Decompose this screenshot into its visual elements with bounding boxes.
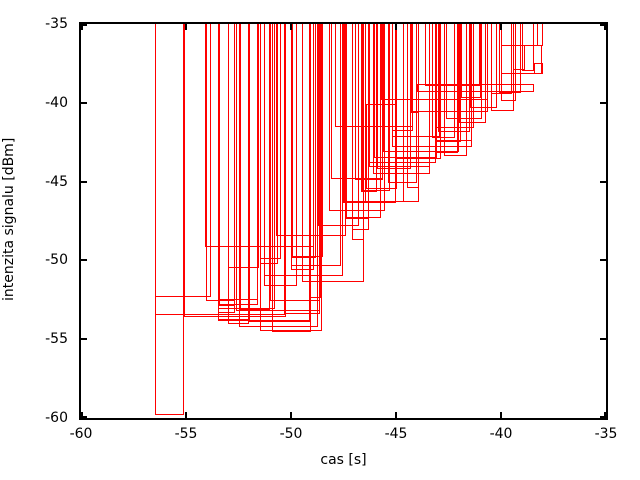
x-tick-label: -45 — [384, 426, 408, 442]
signal-box — [409, 24, 420, 114]
signal-box — [435, 24, 474, 129]
signal-box — [431, 24, 455, 139]
x-tick — [500, 412, 502, 418]
signal-box — [328, 24, 386, 211]
signal-box — [362, 24, 390, 191]
y-tick — [81, 338, 87, 341]
signal-box — [292, 24, 317, 259]
signal-box — [239, 24, 270, 311]
x-tick-mirror — [185, 24, 187, 30]
signal-box — [459, 24, 487, 124]
signal-box — [461, 24, 481, 98]
signal-box — [344, 24, 369, 220]
signal-box — [238, 24, 319, 327]
x-tick-mirror — [395, 24, 397, 30]
signal-box — [469, 24, 497, 108]
y-tick-label: -40 — [45, 94, 68, 111]
signal-box — [355, 24, 384, 181]
signal-box — [387, 24, 417, 184]
signal-box — [270, 24, 321, 302]
x-tick-label: -60 — [69, 426, 93, 442]
y-tick-mirror — [600, 416, 606, 418]
signal-box — [335, 24, 413, 128]
signal-box — [434, 24, 462, 142]
signal-box — [438, 24, 470, 133]
signal-box — [444, 24, 468, 156]
plot-area — [79, 22, 608, 420]
x-tick — [290, 412, 292, 418]
x-tick — [604, 412, 606, 418]
x-tick — [81, 412, 83, 418]
x-tick-label: -55 — [174, 426, 198, 442]
y-tick — [81, 259, 87, 262]
signal-box — [512, 44, 526, 70]
y-tick-mirror — [600, 338, 606, 341]
y-tick — [81, 416, 87, 418]
signal-box — [228, 24, 259, 268]
signal-box — [381, 24, 489, 101]
x-tick-label: -50 — [279, 426, 303, 442]
signal-box — [533, 63, 543, 75]
signal-box — [425, 24, 480, 87]
x-tick-mirror — [604, 24, 606, 30]
y-tick-label: -55 — [45, 331, 68, 348]
signal-box — [446, 24, 483, 119]
y-tick — [81, 180, 87, 183]
x-tick-mirror — [81, 24, 83, 30]
x-tick — [395, 412, 397, 418]
signal-box — [154, 24, 285, 315]
signal-box — [345, 24, 382, 218]
y-tick-label: -45 — [45, 173, 68, 190]
signal-box — [522, 24, 534, 72]
signal-box — [490, 24, 512, 95]
signal-box — [361, 24, 378, 193]
signal-box — [309, 24, 322, 299]
signal-box — [498, 24, 521, 93]
signal-box — [259, 24, 279, 264]
signal-box — [318, 24, 360, 226]
x-tick-label: -35 — [594, 426, 618, 442]
x-tick-mirror — [290, 24, 292, 30]
y-tick-mirror — [600, 259, 606, 262]
y-tick-mirror — [600, 24, 606, 26]
y-tick — [81, 24, 87, 26]
y-tick-mirror — [600, 101, 606, 104]
y-tick-mirror — [600, 180, 606, 183]
signal-box — [291, 24, 315, 270]
signal-boxes-layer — [81, 24, 606, 418]
y-tick-label: -35 — [45, 16, 68, 32]
y-tick-label: -60 — [45, 410, 68, 426]
signal-box — [536, 24, 543, 46]
signal-box — [263, 24, 298, 286]
x-tick-mirror — [500, 24, 502, 30]
signal-box — [249, 24, 310, 322]
signal-box — [383, 24, 459, 152]
signal-box — [417, 83, 534, 92]
x-axis-title: cas [s] — [320, 452, 367, 468]
y-axis-title: intenzita signalu [dBm] — [1, 137, 17, 301]
x-tick — [185, 412, 187, 418]
x-tick-label: -40 — [489, 426, 513, 442]
signal-box — [342, 24, 396, 204]
y-tick-label: -50 — [45, 252, 68, 269]
y-tick — [81, 101, 87, 104]
